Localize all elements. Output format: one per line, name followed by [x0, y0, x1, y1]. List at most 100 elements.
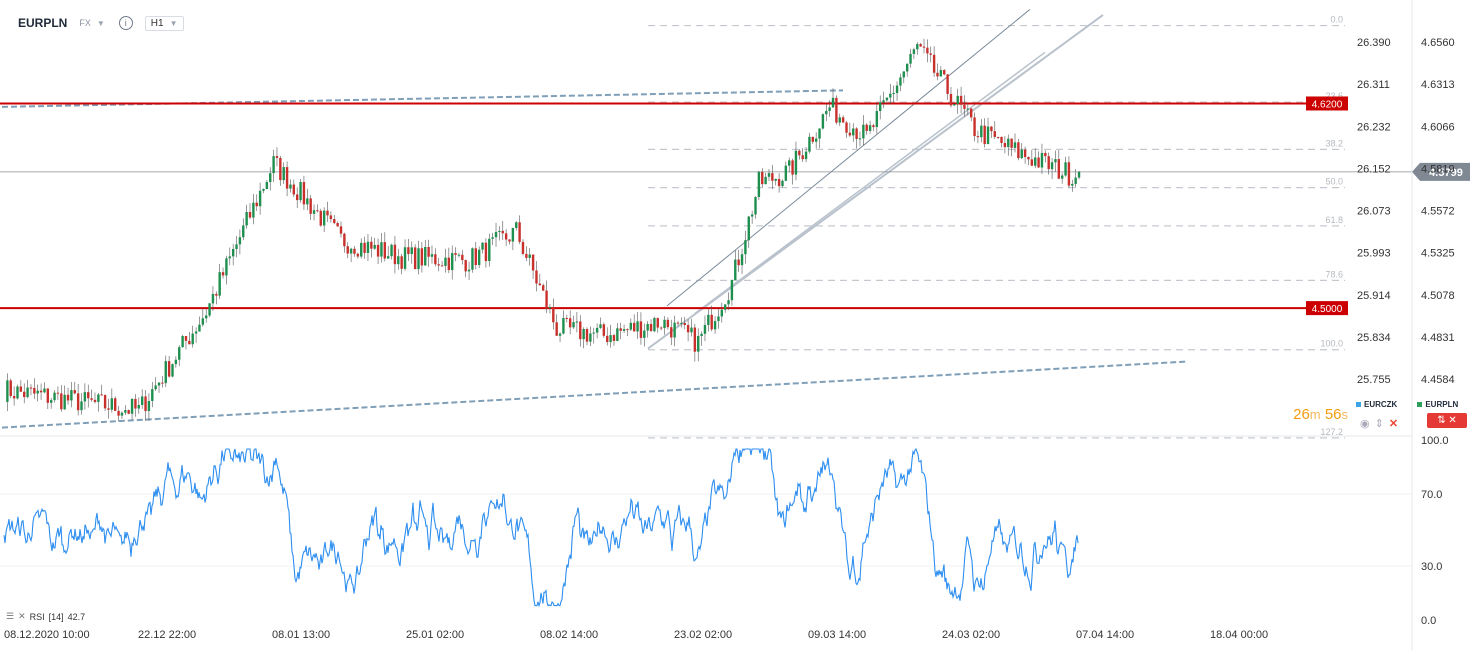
- left-axis-tick: 26.232: [1357, 121, 1391, 133]
- candle-body: [194, 331, 198, 334]
- candle-body: [1027, 157, 1030, 160]
- candle-body: [804, 151, 808, 160]
- symbol-label[interactable]: EURPLN: [18, 16, 68, 30]
- legend-item-eurczk[interactable]: EURCZK: [1356, 400, 1397, 409]
- candle-body: [767, 173, 771, 177]
- candle-body: [494, 232, 498, 238]
- candle-body: [285, 167, 289, 189]
- close-icon[interactable]: ✕: [1388, 418, 1399, 430]
- candle-body: [555, 322, 558, 336]
- timer-seconds: 56: [1324, 406, 1342, 423]
- candle-body: [70, 390, 73, 401]
- candle-body: [612, 335, 616, 341]
- candle-body: [990, 126, 993, 132]
- candle-body: [120, 412, 124, 416]
- candle-body: [545, 290, 548, 309]
- candle-body: [838, 117, 841, 123]
- candle-body: [710, 314, 713, 330]
- candle-body: [673, 322, 676, 338]
- candle-body: [292, 184, 296, 195]
- candle-body: [322, 210, 326, 226]
- candle-body: [548, 306, 552, 309]
- candle-body: [228, 256, 231, 259]
- eye-icon[interactable]: ◉: [1360, 418, 1370, 430]
- candle-body: [215, 293, 218, 296]
- candle-body: [380, 242, 383, 257]
- candle-body: [737, 259, 740, 266]
- candle-body: [713, 321, 717, 330]
- candle-body: [889, 93, 892, 98]
- candle-body: [1067, 162, 1071, 186]
- candle-body: [865, 124, 868, 131]
- candle-body: [659, 327, 663, 329]
- candle-body: [144, 396, 147, 412]
- x-axis-tick: 08.01 13:00: [272, 629, 330, 641]
- sort-icon[interactable]: ⇕: [1374, 418, 1384, 430]
- candle-body: [349, 248, 353, 254]
- candle-body: [343, 233, 346, 247]
- candle-body: [201, 318, 205, 325]
- candle-body: [339, 226, 343, 234]
- candle-body: [319, 210, 322, 226]
- candle-body: [454, 253, 457, 255]
- candle-body: [464, 260, 467, 272]
- candle-body: [686, 324, 690, 333]
- candle-body: [609, 335, 612, 343]
- eurpln-controls[interactable]: ⇅ ✕: [1427, 413, 1467, 428]
- candle-body: [953, 103, 956, 106]
- candle-body: [12, 396, 16, 399]
- x-axis-tick: 09.03 14:00: [808, 629, 866, 641]
- candle-body: [585, 329, 589, 342]
- candle-body: [80, 401, 83, 411]
- candle-body: [723, 304, 727, 310]
- close-icon[interactable]: ✕: [18, 611, 26, 621]
- candle-body: [100, 394, 103, 396]
- list-icon[interactable]: ☰: [6, 611, 15, 621]
- rsi-line: [3, 447, 1079, 608]
- candle-body: [754, 197, 757, 215]
- right-axis-tick: 4.5078: [1421, 290, 1455, 302]
- candle-body: [386, 256, 390, 259]
- candle-body: [451, 253, 454, 271]
- candle-body: [511, 228, 515, 242]
- candle-body: [868, 125, 872, 131]
- candle-body: [312, 210, 316, 214]
- candle-body: [491, 237, 494, 239]
- close-icon[interactable]: ✕: [1448, 415, 1457, 426]
- candle-body: [858, 138, 862, 140]
- candle-body: [568, 318, 572, 328]
- fib-label: 23.6: [1325, 91, 1343, 101]
- candle-body: [777, 178, 781, 187]
- left-axis-tick: 26.152: [1357, 163, 1391, 175]
- current-price-text: 4.5799: [1429, 167, 1463, 179]
- candle-body: [461, 254, 464, 261]
- candle-body: [181, 336, 184, 348]
- candle-body: [828, 107, 831, 111]
- candle-body: [531, 254, 535, 271]
- timeframe-select[interactable]: H1 ▼: [144, 15, 184, 31]
- candle-body: [383, 242, 387, 259]
- candle-body: [73, 390, 76, 394]
- candle-body: [275, 156, 279, 158]
- candle-body: [814, 138, 818, 142]
- current-price-tag: [1412, 162, 1470, 181]
- candle-body: [697, 335, 700, 352]
- chevron-down-icon[interactable]: ▼: [96, 18, 105, 28]
- candle-body: [579, 321, 582, 340]
- fib-label: 61.8: [1325, 215, 1343, 225]
- settings-icon[interactable]: ⇅: [1437, 415, 1446, 426]
- legend-item-eurpln[interactable]: EURPLN: [1417, 400, 1458, 409]
- candle-body: [744, 240, 747, 255]
- candle-body: [761, 171, 764, 185]
- candle-body: [90, 398, 93, 400]
- candle-body: [542, 285, 545, 291]
- candle-body: [289, 184, 292, 189]
- left-axis-tick: 25.834: [1357, 332, 1391, 344]
- candle-body: [53, 392, 56, 401]
- candle-body: [1023, 149, 1027, 158]
- candle-body: [926, 47, 929, 54]
- info-icon[interactable]: i: [118, 16, 133, 30]
- candle-body: [552, 306, 555, 323]
- candle-body: [976, 136, 980, 138]
